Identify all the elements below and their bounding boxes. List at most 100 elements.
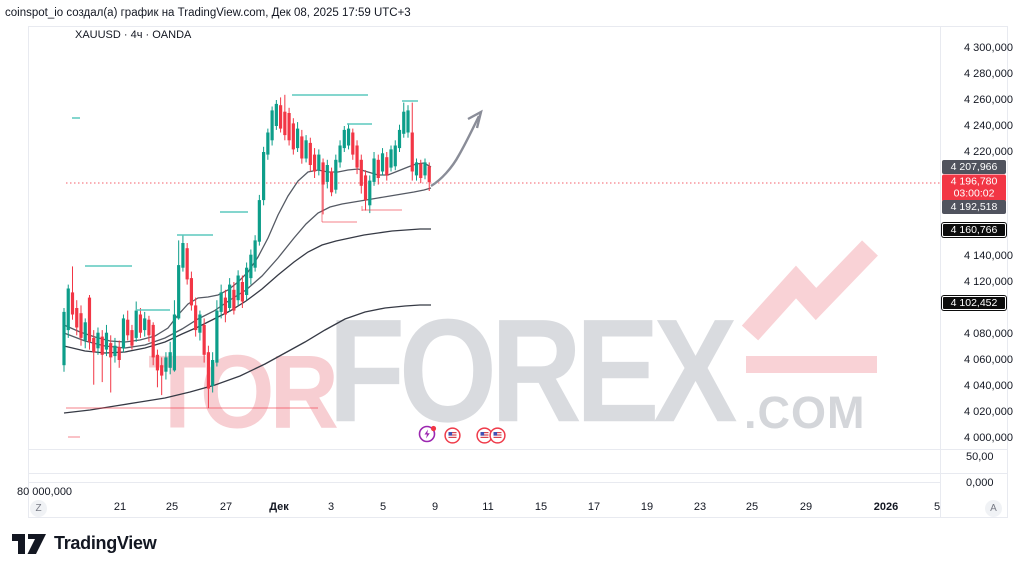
- candle-body: [87, 297, 92, 342]
- candle-body: [83, 322, 87, 341]
- pane-separator[interactable]: [28, 482, 940, 483]
- price-tick-label: 4 140,000: [964, 250, 1013, 262]
- pane-separator[interactable]: [28, 449, 1008, 450]
- time-tick-label: Дек: [269, 501, 289, 513]
- time-tick-label: 9: [431, 501, 439, 513]
- us-economic-event-icon[interactable]: [489, 427, 506, 444]
- indicator-price-badge: 4 160,766: [942, 223, 1006, 237]
- pane2-value-label: 50,00: [966, 451, 994, 463]
- auto-scale-button[interactable]: A: [985, 500, 1002, 517]
- candle-body: [287, 113, 291, 141]
- candle-body: [419, 163, 423, 178]
- candle-body: [215, 310, 219, 363]
- price-tick-label: 4 060,000: [964, 354, 1013, 366]
- candle-body: [228, 284, 232, 308]
- time-tick-label: 2026: [873, 501, 899, 513]
- candle-body: [406, 110, 410, 133]
- us-economic-event-icon[interactable]: [444, 427, 461, 444]
- candle-body: [427, 166, 431, 183]
- candle-body: [283, 111, 287, 136]
- candle-body: [121, 318, 126, 349]
- time-tick-label: 25: [745, 501, 759, 513]
- attribution-text: coinspot_io создал(а) график на TradingV…: [5, 7, 411, 19]
- time-tick-label: 19: [640, 501, 654, 513]
- indicator-price-badge: 4 192,518: [942, 200, 1006, 214]
- candle-body: [206, 352, 210, 389]
- candle-body: [355, 145, 359, 168]
- candle-body: [113, 345, 117, 357]
- price-axis[interactable]: 4 300,000 4 280,000 4 260,000 4 240,000 4 22…: [941, 26, 1013, 497]
- price-tick-label: 4 300,000: [964, 42, 1013, 54]
- candle-body: [147, 319, 151, 336]
- candle-body: [346, 128, 351, 146]
- candle-body: [402, 111, 406, 134]
- candle-body: [104, 332, 109, 350]
- candle-body: [262, 152, 266, 201]
- candle-body: [312, 154, 317, 172]
- us-economic-event-icon[interactable]: [476, 427, 493, 444]
- timezone-button[interactable]: Z: [30, 500, 47, 517]
- candle-body: [376, 159, 380, 178]
- candle-body: [278, 105, 283, 129]
- candle-body: [181, 243, 185, 268]
- tradingview-logo-icon: [12, 533, 46, 554]
- ma-slow-line: [63, 228, 431, 354]
- candle-body: [164, 357, 168, 372]
- tradingview-logo[interactable]: TradingView: [12, 533, 157, 554]
- indicator-value-label: 80 000,000: [17, 486, 73, 498]
- candle-body: [151, 324, 155, 358]
- candle-body: [96, 332, 100, 349]
- time-tick-label: 23: [693, 501, 707, 513]
- candle-body: [393, 145, 397, 167]
- candle-body: [138, 314, 143, 333]
- candle-body: [410, 132, 414, 172]
- price-tick-label: 4 040,000: [964, 380, 1013, 392]
- candle-body: [117, 347, 121, 360]
- candle-body: [423, 162, 427, 176]
- candle-body: [70, 292, 75, 315]
- candle-body: [202, 324, 206, 355]
- candle-body: [249, 254, 253, 279]
- candle-body: [75, 308, 79, 328]
- candle-body: [126, 319, 130, 336]
- pane-separator[interactable]: [28, 473, 1008, 474]
- candle-body: [380, 153, 385, 172]
- ma-slowest-line: [63, 304, 431, 414]
- candle-body: [109, 343, 113, 358]
- economic-event-flash-icon[interactable]: [418, 424, 438, 444]
- candle-body: [198, 314, 202, 333]
- candle-body: [266, 132, 270, 155]
- candle-body: [270, 110, 274, 141]
- price-tick-label: 4 280,000: [964, 68, 1013, 80]
- candle-body: [321, 162, 325, 185]
- candle-body: [317, 154, 321, 171]
- candle-body: [414, 162, 419, 176]
- price-tick-label: 4 080,000: [964, 328, 1013, 340]
- candle-body: [385, 157, 389, 176]
- candle-body: [363, 175, 368, 201]
- candle-body: [66, 288, 70, 331]
- candle-body: [329, 171, 334, 193]
- time-tick-label: 15: [534, 501, 548, 513]
- watermark-underline: [746, 356, 877, 373]
- price-tick-label: 4 020,000: [964, 406, 1013, 418]
- price-tick-label: 4 220,000: [964, 146, 1013, 158]
- candle-body: [177, 265, 181, 319]
- candle-body: [274, 103, 278, 126]
- candle-body: [325, 165, 329, 182]
- projection-arrow-head: [467, 109, 483, 129]
- candle-body: [359, 159, 363, 186]
- symbol-legend[interactable]: XAUUSD · 4ч · OANDA: [75, 29, 192, 41]
- price-tick-label: 4 260,000: [964, 94, 1013, 106]
- tradingview-logo-text: TradingView: [54, 533, 157, 553]
- projection-arrow: [430, 115, 481, 188]
- watermark-arrow-icon: [741, 240, 878, 341]
- candle-body: [308, 142, 312, 165]
- watermark-text-tor: TOR: [148, 334, 339, 451]
- candle-body: [130, 330, 134, 346]
- price-axis-separator: [940, 26, 941, 518]
- candle-body: [240, 282, 244, 302]
- time-axis[interactable]: 21 25 27 Дек 3 5 9 11 15 17 19 23 25 29 2026 5: [28, 497, 1008, 518]
- time-tick-label: 17: [587, 501, 601, 513]
